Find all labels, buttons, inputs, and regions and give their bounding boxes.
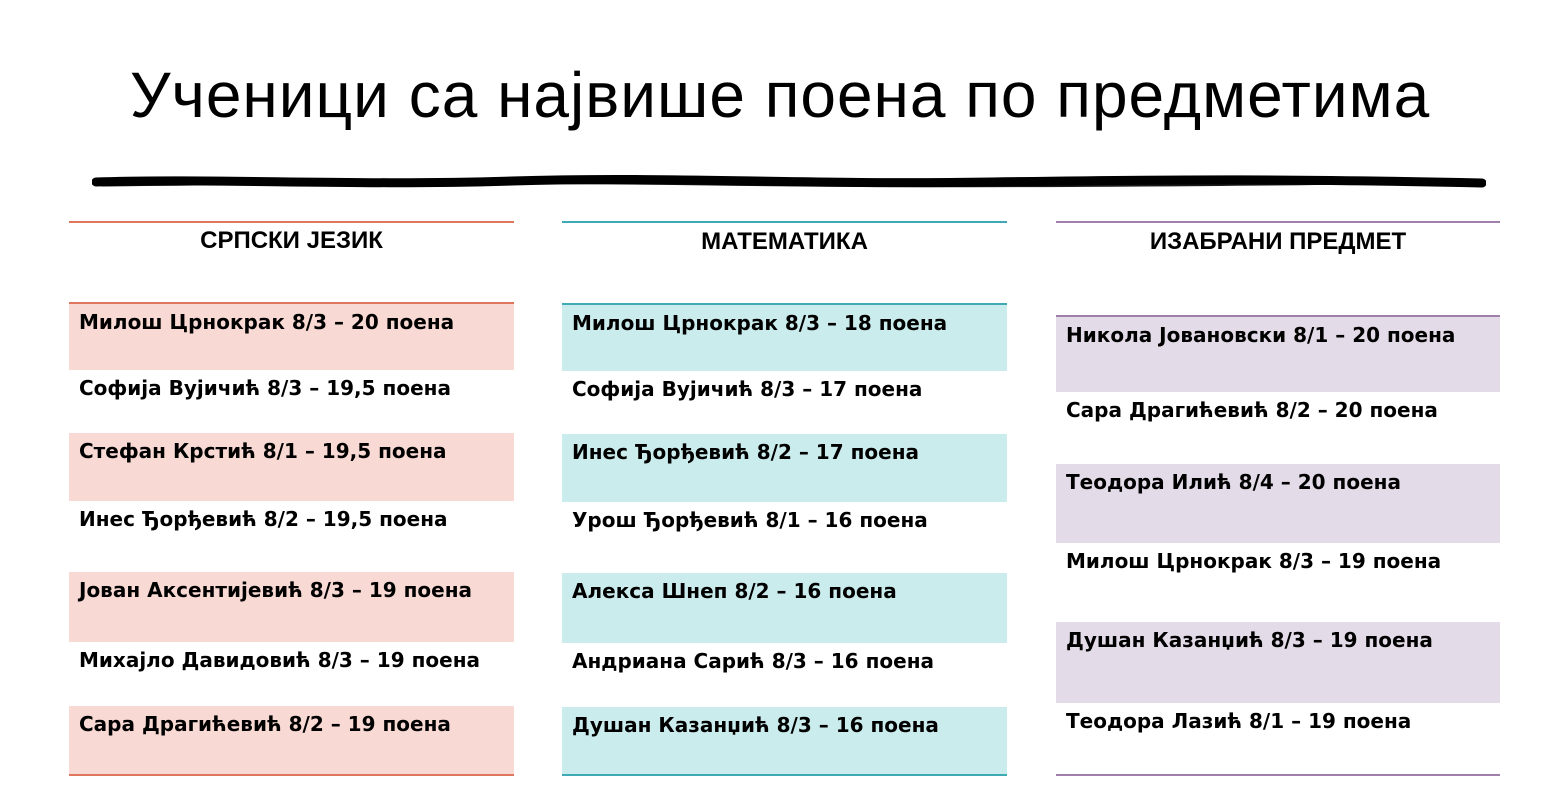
table-bottom-border xyxy=(562,774,1007,776)
list-item: Душан Казанџић 8/3 – 19 поена xyxy=(1056,622,1500,703)
list-item: Инес Ђорђевић 8/2 – 19,5 поена xyxy=(79,507,448,531)
table-top-border xyxy=(1056,315,1500,317)
list-item: Андриана Сарић 8/3 – 16 поена xyxy=(572,649,935,673)
list-item: Михајло Давидовић 8/3 – 19 поена xyxy=(79,648,481,672)
column-izabrani-predmet: ИЗАБРАНИ ПРЕДМЕТ Никола Јовановски 8/1 –… xyxy=(1056,221,1500,781)
column-matematika: МАТЕМАТИКА Милош Црнокрак 8/3 – 18 поена… xyxy=(562,221,1007,781)
list-item: Милош Црнокрак 8/3 – 19 поена xyxy=(1066,549,1442,573)
list-item: Јован Аксентијевић 8/3 – 19 поена xyxy=(69,572,514,642)
list-item: Инес Ђорђевић 8/2 – 17 поена xyxy=(562,434,1007,502)
column-top-border xyxy=(562,221,1007,223)
list-item: Софија Вујичић 8/3 – 17 поена xyxy=(572,377,923,401)
list-item: Сара Драгићевић 8/2 – 20 поена xyxy=(1066,398,1438,422)
list-item: Душан Казанџић 8/3 – 16 поена xyxy=(562,707,1007,774)
list-item: Стефан Крстић 8/1 – 19,5 поена xyxy=(69,433,514,501)
table-top-border xyxy=(562,303,1007,305)
list-item: Милош Црнокрак 8/3 – 18 поена xyxy=(562,305,1007,371)
list-item: Сара Драгићевић 8/2 – 19 поена xyxy=(69,706,514,774)
list-item: Урош Ђорђевић 8/1 – 16 поена xyxy=(572,508,928,532)
list-item: Никола Јовановски 8/1 – 20 поена xyxy=(1056,317,1500,392)
table-bottom-border xyxy=(69,774,514,776)
table-top-border xyxy=(69,302,514,304)
list-item: Алекса Шнеп 8/2 – 16 поена xyxy=(562,573,1007,643)
list-item: Теодора Лазић 8/1 – 19 поена xyxy=(1066,709,1412,733)
column-top-border xyxy=(69,221,514,223)
column-header: ИЗАБРАНИ ПРЕДМЕТ xyxy=(1149,228,1407,255)
column-header: СРПСКИ ЈЕЗИК xyxy=(200,227,383,254)
brush-divider xyxy=(92,174,1486,188)
page-title: Ученици са највише поена по предметима xyxy=(129,59,1431,131)
column-top-border xyxy=(1056,221,1500,223)
column-header: МАТЕМАТИКА xyxy=(701,228,868,255)
column-srpski-jezik: СРПСКИ ЈЕЗИК Милош Црнокрак 8/3 – 20 пое… xyxy=(69,221,514,781)
table-bottom-border xyxy=(1056,774,1500,776)
list-item: Софија Вујичић 8/3 – 19,5 поена xyxy=(79,376,451,400)
list-item: Теодора Илић 8/4 – 20 поена xyxy=(1056,464,1500,543)
list-item: Милош Црнокрак 8/3 – 20 поена xyxy=(69,304,514,370)
